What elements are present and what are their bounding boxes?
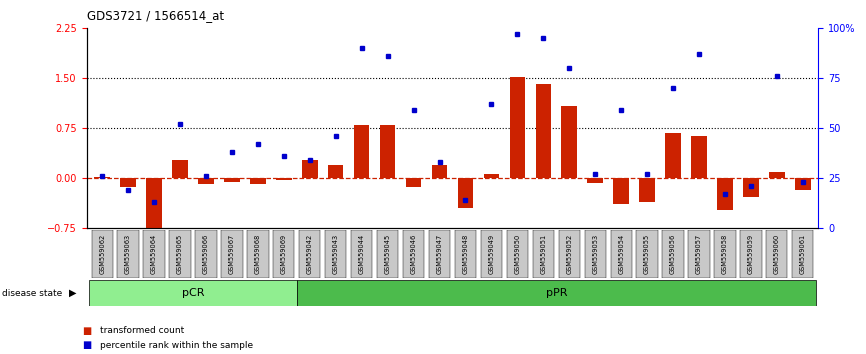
Bar <box>94 177 110 178</box>
Text: pCR: pCR <box>182 288 204 298</box>
FancyBboxPatch shape <box>92 230 113 278</box>
Bar <box>509 77 525 178</box>
FancyBboxPatch shape <box>297 280 816 306</box>
FancyBboxPatch shape <box>766 230 787 278</box>
FancyBboxPatch shape <box>89 280 297 306</box>
Bar <box>172 160 188 178</box>
FancyBboxPatch shape <box>196 230 216 278</box>
Bar <box>587 178 603 183</box>
FancyBboxPatch shape <box>637 230 658 278</box>
Bar <box>120 178 136 187</box>
Text: GSM559050: GSM559050 <box>514 234 520 274</box>
Bar <box>354 125 370 178</box>
Bar <box>665 133 681 178</box>
Text: ■: ■ <box>82 340 92 350</box>
FancyBboxPatch shape <box>455 230 476 278</box>
FancyBboxPatch shape <box>585 230 606 278</box>
Text: GSM559046: GSM559046 <box>410 234 417 274</box>
Bar <box>302 160 318 178</box>
Bar <box>250 178 266 184</box>
Bar <box>406 178 422 187</box>
FancyBboxPatch shape <box>688 230 709 278</box>
Text: GSM559068: GSM559068 <box>255 234 261 274</box>
FancyBboxPatch shape <box>351 230 372 278</box>
Bar <box>380 125 396 178</box>
Text: pPR: pPR <box>546 288 567 298</box>
Text: transformed count: transformed count <box>100 326 184 336</box>
Bar <box>432 165 448 178</box>
FancyBboxPatch shape <box>273 230 294 278</box>
FancyBboxPatch shape <box>559 230 580 278</box>
Text: GSM559062: GSM559062 <box>100 234 105 274</box>
Text: GSM559063: GSM559063 <box>125 234 131 274</box>
FancyBboxPatch shape <box>481 230 502 278</box>
Bar <box>535 84 551 178</box>
Bar <box>276 178 292 180</box>
FancyBboxPatch shape <box>325 230 346 278</box>
FancyBboxPatch shape <box>118 230 139 278</box>
FancyBboxPatch shape <box>714 230 735 278</box>
Bar <box>198 178 214 184</box>
FancyBboxPatch shape <box>429 230 450 278</box>
Bar <box>457 178 473 208</box>
Text: GSM559053: GSM559053 <box>592 234 598 274</box>
Bar <box>691 136 707 178</box>
Text: ▶: ▶ <box>68 288 76 298</box>
Text: GDS3721 / 1566514_at: GDS3721 / 1566514_at <box>87 9 223 22</box>
Bar <box>328 165 344 178</box>
Text: GSM559058: GSM559058 <box>722 234 728 274</box>
Text: GSM559057: GSM559057 <box>696 234 702 274</box>
Text: GSM559049: GSM559049 <box>488 234 494 274</box>
FancyBboxPatch shape <box>299 230 320 278</box>
Text: GSM559047: GSM559047 <box>436 234 443 274</box>
Bar <box>224 178 240 182</box>
Bar <box>639 178 655 202</box>
FancyBboxPatch shape <box>144 230 165 278</box>
FancyBboxPatch shape <box>170 230 191 278</box>
Bar <box>561 106 577 178</box>
FancyBboxPatch shape <box>611 230 632 278</box>
Text: GSM559048: GSM559048 <box>462 234 469 274</box>
Bar <box>483 174 499 178</box>
Bar <box>146 178 162 228</box>
Text: GSM559055: GSM559055 <box>644 234 650 274</box>
Text: GSM559056: GSM559056 <box>670 234 676 274</box>
Text: GSM559060: GSM559060 <box>774 234 780 274</box>
Text: GSM559069: GSM559069 <box>281 234 287 274</box>
Text: GSM559066: GSM559066 <box>203 234 209 274</box>
Text: GSM559065: GSM559065 <box>177 234 183 274</box>
FancyBboxPatch shape <box>247 230 268 278</box>
Text: GSM559059: GSM559059 <box>748 234 754 274</box>
Text: GSM559067: GSM559067 <box>229 234 235 274</box>
Text: ■: ■ <box>82 326 92 336</box>
Text: GSM559051: GSM559051 <box>540 234 546 274</box>
Text: GSM559064: GSM559064 <box>151 234 157 274</box>
Text: disease state: disease state <box>2 289 62 298</box>
Bar <box>717 178 733 210</box>
Bar <box>613 178 629 204</box>
FancyBboxPatch shape <box>533 230 554 278</box>
Text: GSM559043: GSM559043 <box>333 234 339 274</box>
FancyBboxPatch shape <box>507 230 528 278</box>
FancyBboxPatch shape <box>377 230 398 278</box>
FancyBboxPatch shape <box>792 230 813 278</box>
FancyBboxPatch shape <box>662 230 683 278</box>
Text: GSM559054: GSM559054 <box>618 234 624 274</box>
FancyBboxPatch shape <box>740 230 761 278</box>
Bar <box>795 178 811 190</box>
Bar <box>743 178 759 197</box>
Text: GSM559052: GSM559052 <box>566 234 572 274</box>
Text: percentile rank within the sample: percentile rank within the sample <box>100 341 253 350</box>
FancyBboxPatch shape <box>403 230 424 278</box>
Text: GSM559044: GSM559044 <box>359 234 365 274</box>
FancyBboxPatch shape <box>222 230 242 278</box>
Text: GSM559042: GSM559042 <box>307 234 313 274</box>
Bar <box>769 172 785 178</box>
Text: GSM559061: GSM559061 <box>800 234 805 274</box>
Text: GSM559045: GSM559045 <box>385 234 391 274</box>
